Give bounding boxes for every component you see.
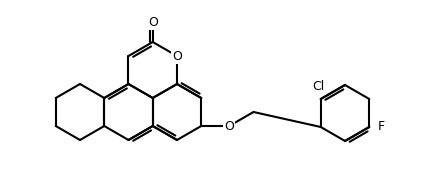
Text: F: F xyxy=(378,121,385,134)
Text: Cl: Cl xyxy=(313,81,325,93)
Text: O: O xyxy=(224,119,234,132)
Text: O: O xyxy=(148,15,158,29)
Text: O: O xyxy=(172,49,182,63)
